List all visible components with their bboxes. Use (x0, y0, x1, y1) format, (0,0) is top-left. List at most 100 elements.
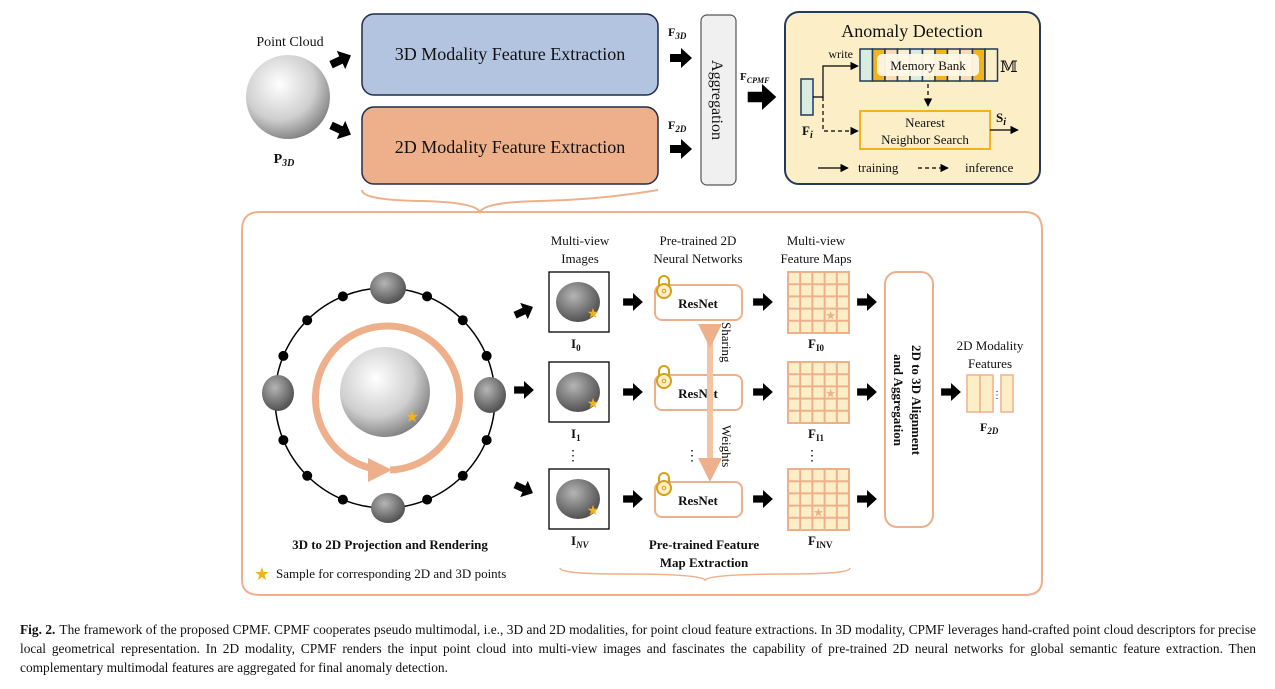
col-images-1: Multi-view (551, 233, 610, 248)
camera-dot (422, 291, 433, 302)
f2d-label: F2D (668, 118, 687, 134)
si-label: Si (996, 110, 1006, 128)
nearest-neighbor-box (859, 110, 991, 150)
camera-dot (302, 315, 313, 326)
arrow-fcpmf (747, 84, 777, 110)
feature-map (787, 361, 850, 424)
lock-icon (656, 275, 672, 299)
alignment-box (884, 271, 934, 528)
aggregation-label: Aggregation (708, 60, 725, 140)
features-label-1: 2D Modality (957, 338, 1024, 353)
arrow-to-alignment (857, 293, 877, 311)
view-image-render (556, 282, 600, 322)
arrow-to-feature-map (753, 490, 773, 508)
view-render-top (370, 272, 406, 304)
view-image-render (556, 479, 600, 519)
camera-dot (278, 435, 289, 446)
images-ellipsis: ⋮ (566, 449, 580, 464)
legend-training: training (858, 160, 899, 175)
star-legend-icon: ★ (254, 564, 270, 584)
resnet-label: ResNet (678, 296, 718, 311)
arrow-view-1 (514, 381, 534, 399)
2d-modality-box (361, 106, 659, 185)
extraction-label-1: Pre-trained Feature (649, 537, 760, 552)
resnet-box (654, 481, 743, 518)
camera-dot (481, 435, 492, 446)
point-cloud-label: Point Cloud (256, 35, 323, 50)
f3d-label: F3D (668, 25, 687, 41)
p3d-label: P3D (274, 152, 295, 169)
maps-ellipsis: ⋮ (805, 449, 819, 464)
alignment-label-1: 2D to 3D Alignment (909, 345, 924, 456)
memory-symbol: 𝕄 (1000, 59, 1018, 76)
anomaly-title: Anomaly Detection (841, 21, 982, 41)
write-arrow (813, 61, 859, 98)
star-icon: ★ (587, 504, 600, 519)
caption-text: The framework of the proposed CPMF. CPMF… (20, 622, 1256, 675)
memory-cell (859, 48, 874, 82)
networks-ellipsis: ⋮ (685, 449, 699, 464)
3d-modality-box (361, 13, 659, 96)
nn-label-1: Nearest (905, 115, 945, 130)
camera-dot (481, 350, 492, 361)
feature-bar (979, 374, 994, 413)
arrow-to-features (941, 383, 961, 401)
legend-inference: inference (965, 160, 1014, 175)
center-point-cloud (340, 347, 430, 437)
2d-detail-panel (241, 211, 1043, 596)
aggregation-box (700, 14, 737, 186)
figure-caption: Fig. 2. The framework of the proposed CPM… (20, 620, 1256, 677)
star-icon: ★ (587, 307, 600, 322)
arrow-to-2d (326, 116, 356, 144)
arrow-f3d (670, 48, 692, 68)
col-networks-1: Pre-trained 2D (660, 233, 737, 248)
arrow-view-0 (511, 298, 537, 324)
resnet-box (654, 284, 743, 321)
image-label: I1 (571, 426, 581, 443)
arrow-to-network (623, 293, 643, 311)
camera-dot (457, 315, 468, 326)
2d-modality-label: 2D Modality Feature Extraction (395, 137, 625, 157)
arrow-to-3d (326, 46, 356, 74)
view-render-left (262, 375, 294, 411)
memory-bank-label-bg (877, 54, 979, 76)
star-icon: ★ (587, 397, 600, 412)
rotation-arrow (312, 322, 463, 474)
col-maps-2: Feature Maps (780, 251, 851, 266)
caption-label: Fig. 2. (20, 622, 56, 637)
feature-map (787, 271, 850, 334)
arrow-to-network (623, 490, 643, 508)
memory-cell (984, 48, 999, 82)
sharing-label: Sharing (719, 322, 734, 363)
camera-dot (278, 350, 289, 361)
rotation-arrowhead (368, 458, 392, 482)
3d-modality-label: 3D Modality Feature Extraction (395, 44, 625, 64)
point-cloud-sphere (246, 55, 330, 139)
arrow-to-network (623, 383, 643, 401)
arrow-to-feature-map (753, 293, 773, 311)
arrow-view-nv (511, 476, 537, 502)
memory-bank-label: Memory Bank (890, 58, 966, 73)
weights-label: Weights (719, 425, 734, 467)
resnet-label: ResNet (678, 493, 718, 508)
arrow-f2d (670, 139, 692, 159)
view-image-render (556, 372, 600, 412)
arrow-to-alignment (857, 383, 877, 401)
cpmf-framework-diagram: Point Cloud P3D 3D Modality Feature Extr… (241, 11, 1043, 596)
feature-bar (966, 374, 981, 413)
nn-label-2: Neighbor Search (881, 132, 969, 147)
feature-star-icon: ★ (813, 506, 824, 520)
camera-dot (422, 494, 433, 505)
features-ellipsis: ⋮ (992, 390, 1002, 401)
extraction-brace (559, 567, 851, 582)
f2d-output-label: F2D (980, 420, 999, 436)
image-label: I0 (571, 336, 581, 353)
feature-map-label: FINV (808, 533, 833, 550)
features-label-2: Features (968, 356, 1012, 371)
camera-dot (337, 494, 348, 505)
feature-map-label: FI1 (808, 426, 824, 443)
alignment-label-2: and Aggregation (891, 354, 906, 447)
star-icon: ★ (405, 409, 419, 426)
view-render-bottom (371, 493, 405, 523)
lock-icon (656, 472, 672, 496)
